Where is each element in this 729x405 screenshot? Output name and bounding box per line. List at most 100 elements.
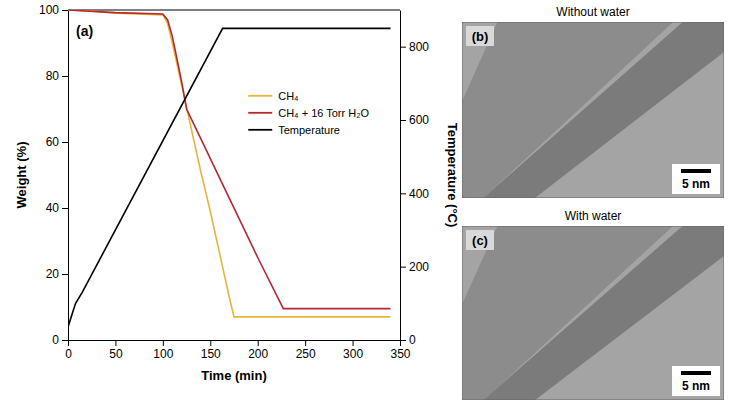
tube-band (472, 226, 724, 400)
panel-title: With water (565, 209, 622, 223)
tick-mark (62, 208, 68, 209)
scale-bar-box (672, 164, 720, 194)
tem-image (462, 22, 724, 198)
tick-label: 350 (390, 347, 410, 361)
tick: 20 (46, 267, 68, 281)
letter-box (466, 26, 494, 46)
tick: 80 (46, 69, 68, 83)
legend-entry: CH₄ + 16 Torr H₂O (278, 107, 369, 119)
legend-entry: Temperature (278, 124, 340, 136)
tick-label: 0 (409, 333, 416, 347)
tick: 800 (400, 40, 429, 54)
tick-label: 600 (409, 113, 429, 127)
tick-mark (400, 340, 406, 341)
tem-image (462, 226, 724, 400)
tick-mark (62, 10, 68, 11)
plot-area (68, 10, 391, 327)
panel-label: (b) (472, 29, 489, 44)
tick: 150 (201, 340, 221, 361)
image-border (462, 226, 724, 400)
tick-label: 250 (296, 347, 316, 361)
y2-axis-title: Temperature (°C) (445, 123, 460, 228)
image-border (462, 22, 724, 198)
tick: 0 (52, 333, 68, 347)
tick: 100 (39, 3, 68, 17)
tick: 50 (109, 340, 123, 361)
y-axis: 0 20 40 60 80 100 (39, 3, 69, 347)
tube-band (462, 226, 684, 400)
x-axis: 0 50 100 150 200 250 300 350 (65, 340, 411, 361)
legend: CH₄ CH₄ + 16 Torr H₂O Temperature (248, 90, 369, 136)
tick: 100 (153, 340, 173, 361)
x-axis-title: Time (min) (201, 368, 267, 383)
tick-label: 20 (46, 267, 60, 281)
panel-title: Without water (556, 5, 629, 19)
tube-band (462, 22, 684, 198)
tick-label: 0 (65, 347, 72, 361)
figure: 0501001502002503003500204060801000200400… (0, 0, 729, 405)
tick-label: 40 (46, 201, 60, 215)
legend-swatch (248, 129, 272, 131)
series-line (68, 28, 391, 327)
tick-mark (400, 193, 406, 194)
tick-label: 0 (52, 333, 59, 347)
tick: 600 (400, 113, 429, 127)
tick: 0 (65, 340, 72, 361)
y-axis-title: Weight (%) (14, 142, 29, 209)
axis-line (69, 340, 401, 341)
tick-label: 150 (201, 347, 221, 361)
letter-box (466, 230, 494, 250)
tick-mark (210, 340, 211, 346)
tick: 0 (400, 333, 416, 347)
scale-bar (681, 169, 711, 173)
tick: 250 (296, 340, 316, 361)
tick: 200 (248, 340, 268, 361)
plot-frame (68, 10, 400, 11)
tick-label: 200 (409, 260, 429, 274)
tube-band (472, 22, 724, 198)
tick-mark (163, 340, 164, 346)
series-line (68, 10, 391, 309)
tick-mark (258, 340, 259, 346)
scale-bar-box (672, 366, 720, 396)
tick: 350 (390, 340, 410, 361)
tick-mark (305, 340, 306, 346)
tick-mark (115, 340, 116, 346)
tick-mark (353, 340, 354, 346)
tick-mark (62, 340, 68, 341)
tick-label: 50 (109, 347, 123, 361)
tick-label: 60 (46, 135, 60, 149)
panel-label: (a) (76, 23, 93, 39)
scale-bar-label: 5 nm (682, 379, 710, 393)
image-panel: Without water (b) 5 nm (462, 5, 724, 218)
panel-label: (c) (472, 233, 488, 248)
tick-label: 200 (248, 347, 268, 361)
tick-label: 80 (46, 69, 60, 83)
legend-entry: CH₄ (278, 90, 299, 102)
series-line (68, 10, 391, 317)
tick-label: 100 (39, 3, 59, 17)
y2-axis: 0 200 400 600 800 (400, 11, 429, 348)
tick-mark (400, 120, 406, 121)
tick-label: 300 (343, 347, 363, 361)
tick-label: 800 (409, 40, 429, 54)
tick-mark (400, 267, 406, 268)
axis-line (68, 11, 69, 341)
scale-bar (681, 371, 711, 375)
tick: 300 (343, 340, 363, 361)
tick-label: 400 (409, 187, 429, 201)
tick-label: 100 (153, 347, 173, 361)
tick: 200 (400, 260, 429, 274)
tick-mark (62, 142, 68, 143)
tick: 60 (46, 135, 68, 149)
tick-mark (62, 76, 68, 77)
legend-swatch (248, 112, 272, 114)
tick-mark (62, 274, 68, 275)
axis-line (400, 11, 401, 341)
tick-mark (400, 47, 406, 48)
scale-bar-label: 5 nm (682, 177, 710, 191)
legend-swatch (248, 95, 272, 97)
tick: 40 (46, 201, 68, 215)
tick-mark (68, 340, 69, 346)
tick: 400 (400, 187, 429, 201)
